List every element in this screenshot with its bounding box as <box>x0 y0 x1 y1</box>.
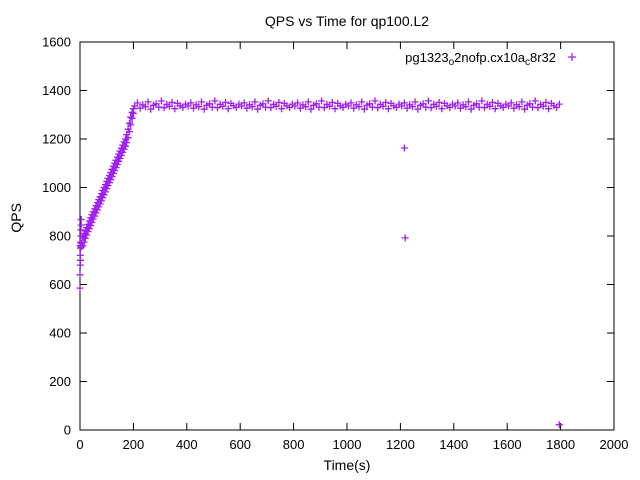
chart-title: QPS vs Time for qp100.L2 <box>264 13 430 29</box>
y-tick-label: 1000 <box>42 180 71 195</box>
y-tick-label: 1600 <box>42 35 71 50</box>
y-tick-label: 1400 <box>42 83 71 98</box>
y-tick-label: 800 <box>49 229 71 244</box>
x-tick-label: 800 <box>283 437 305 452</box>
x-tick-label: 1200 <box>386 437 415 452</box>
legend-text: 8r32 <box>529 50 556 65</box>
y-tick-label: 600 <box>49 277 71 292</box>
x-tick-label: 1000 <box>333 437 362 452</box>
x-tick-label: 2000 <box>600 437 629 452</box>
y-tick-label: 0 <box>64 423 71 438</box>
x-tick-label: 0 <box>76 437 83 452</box>
x-tick-label: 400 <box>176 437 198 452</box>
y-tick-label: 1200 <box>42 132 71 147</box>
x-tick-label: 1600 <box>493 437 522 452</box>
x-tick-label: 1800 <box>546 437 575 452</box>
y-axis-label: QPS <box>8 203 24 233</box>
scatter-points <box>76 97 563 429</box>
y-tick-label: 200 <box>49 374 71 389</box>
legend-text: 2nofp.cx10a <box>454 50 525 65</box>
legend-subscript: c <box>524 57 530 68</box>
x-axis-label: Time(s) <box>323 457 371 473</box>
legend-text: pg1323 <box>405 50 449 65</box>
legend-label: pg1323o2nofp.cx10ac8r32 <box>405 50 556 68</box>
x-tick-label: 600 <box>229 437 251 452</box>
plot-border <box>79 41 615 431</box>
legend-marker-icon <box>568 53 576 61</box>
legend-subscript: o <box>448 57 455 68</box>
y-tick-label: 400 <box>49 326 71 341</box>
axis-ticks <box>79 41 615 431</box>
x-tick-label: 1400 <box>439 437 468 452</box>
legend: pg1323o2nofp.cx10ac8r32 <box>405 50 556 68</box>
x-tick-label: 200 <box>123 437 145 452</box>
